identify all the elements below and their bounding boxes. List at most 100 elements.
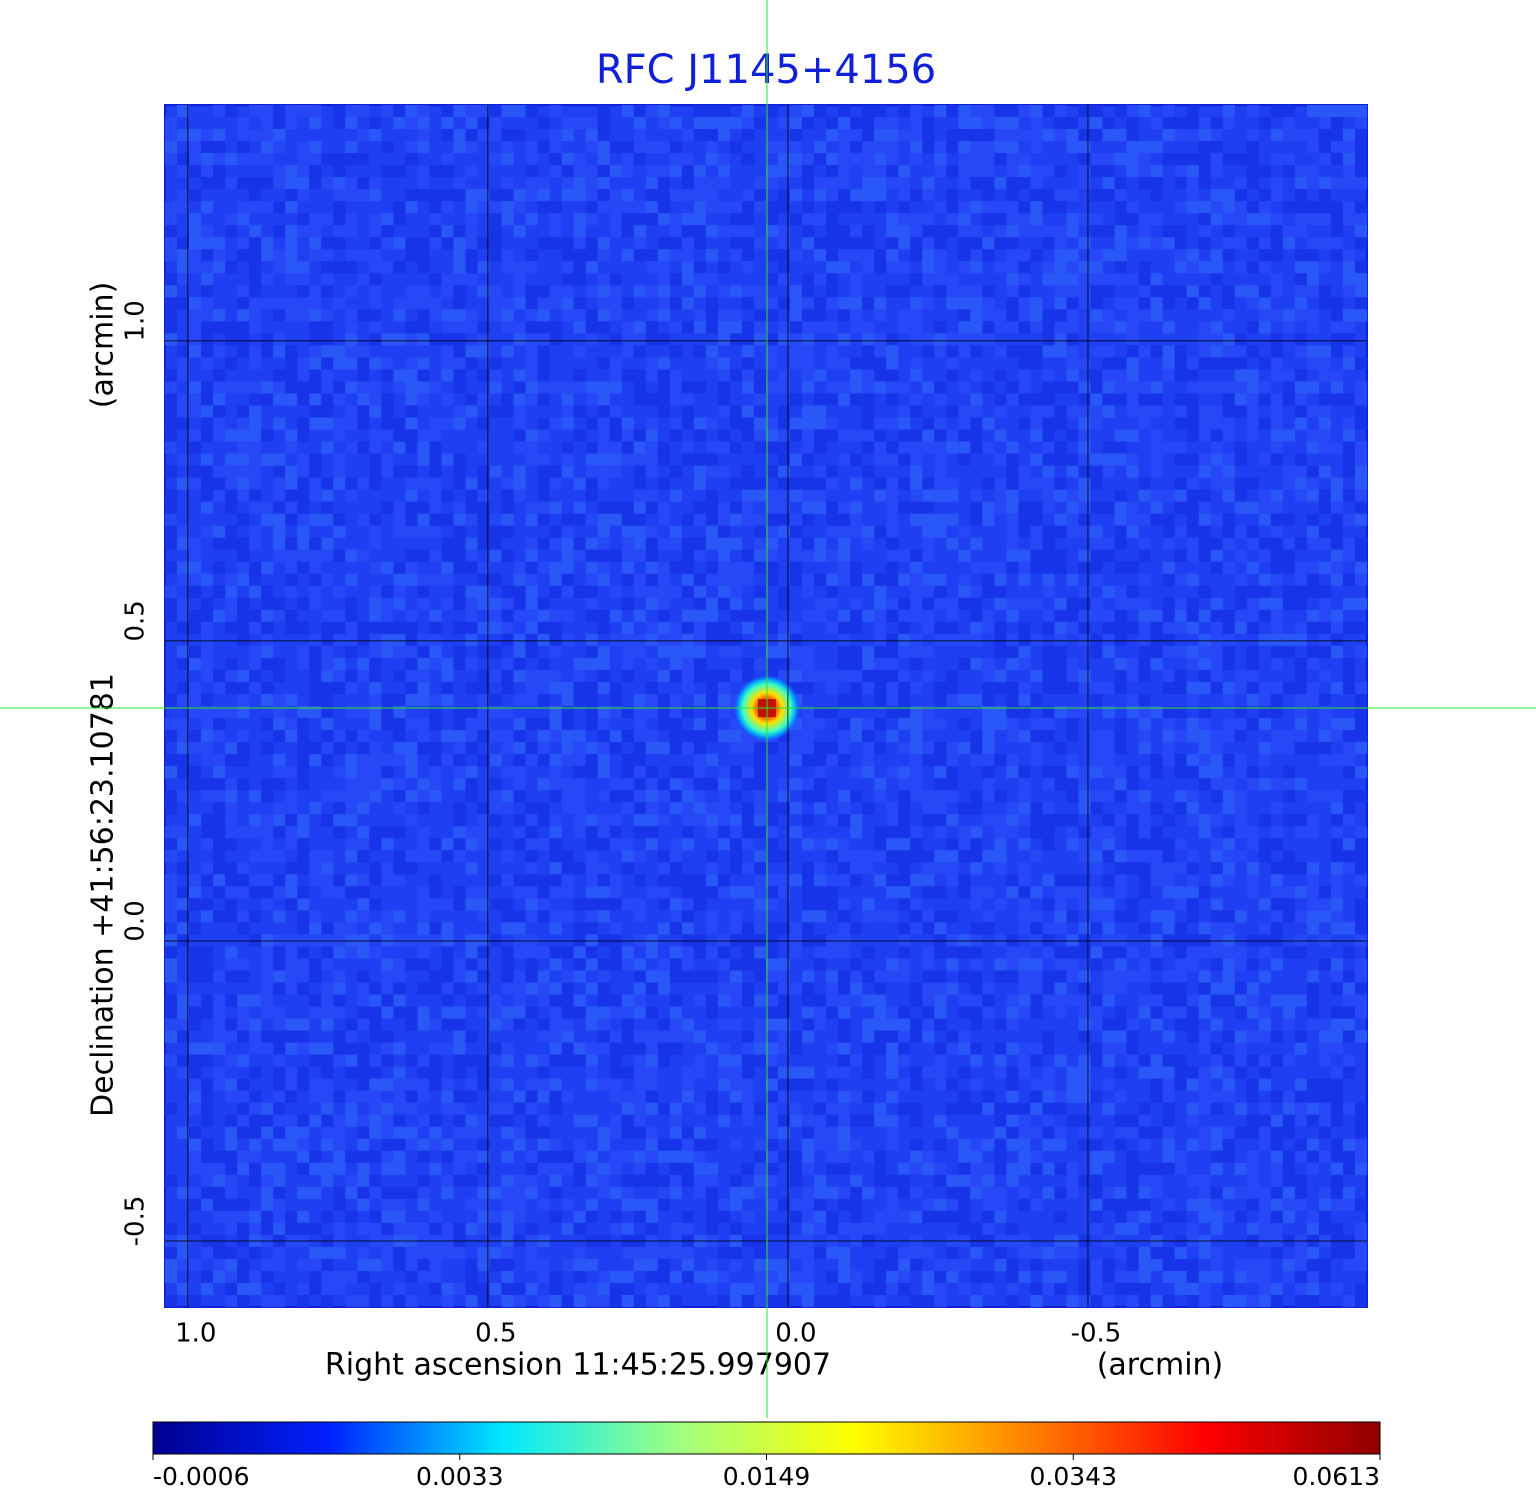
image-pixel [898, 165, 911, 178]
image-pixel [297, 766, 310, 779]
image-pixel [826, 189, 839, 202]
image-pixel [177, 693, 190, 707]
image-pixel [201, 405, 214, 418]
image-pixel [970, 754, 983, 767]
image-pixel [645, 213, 658, 226]
image-pixel [177, 105, 190, 118]
image-pixel [633, 285, 646, 298]
image-pixel [525, 177, 538, 190]
image-pixel [309, 393, 322, 406]
image-pixel [1066, 910, 1079, 923]
image-pixel [1258, 573, 1271, 586]
image-pixel [1102, 285, 1115, 298]
image-pixel [321, 958, 334, 971]
image-pixel [838, 982, 851, 995]
image-pixel [970, 165, 983, 178]
image-pixel [1018, 129, 1031, 142]
image-pixel [1354, 706, 1368, 719]
image-pixel [537, 886, 550, 899]
image-pixel [729, 441, 743, 454]
image-pixel [645, 465, 658, 478]
image-pixel [1126, 669, 1139, 683]
image-pixel [213, 1006, 226, 1019]
image-pixel [1018, 693, 1031, 707]
image-pixel [982, 129, 995, 142]
image-pixel [489, 129, 502, 142]
image-pixel [1066, 297, 1079, 310]
image-pixel [417, 237, 430, 250]
image-pixel [1270, 525, 1283, 538]
image-pixel [633, 850, 646, 863]
image-pixel [1030, 1006, 1043, 1019]
image-pixel [645, 393, 658, 406]
image-pixel [922, 922, 935, 935]
image-pixel [982, 141, 995, 154]
image-pixel [1258, 249, 1271, 262]
image-pixel [465, 129, 478, 142]
image-pixel [934, 850, 947, 863]
image-pixel [429, 429, 442, 442]
image-pixel [189, 681, 202, 695]
image-pixel [850, 681, 863, 695]
image-pixel [177, 730, 190, 743]
image-pixel [429, 766, 442, 779]
image-pixel [657, 862, 670, 875]
image-pixel [261, 633, 274, 646]
image-pixel [561, 609, 574, 622]
image-pixel [874, 105, 887, 118]
image-pixel [729, 561, 743, 574]
image-pixel [1234, 766, 1247, 779]
image-pixel [922, 297, 935, 310]
image-pixel [778, 633, 791, 646]
image-pixel [453, 778, 466, 791]
image-pixel [1066, 934, 1079, 947]
image-pixel [465, 213, 478, 226]
image-pixel [453, 189, 466, 202]
image-pixel [1042, 429, 1055, 442]
image-pixel [645, 886, 658, 899]
image-pixel [753, 898, 767, 911]
image-pixel [573, 742, 586, 755]
image-pixel [525, 285, 538, 298]
image-pixel [573, 790, 586, 803]
image-pixel [874, 369, 887, 382]
image-pixel [201, 994, 214, 1007]
image-pixel [886, 177, 899, 190]
image-pixel [189, 814, 202, 827]
image-pixel [1354, 994, 1368, 1007]
image-pixel [1078, 585, 1091, 598]
image-pixel [1078, 405, 1091, 418]
image-pixel [1066, 778, 1079, 791]
image-pixel [705, 693, 718, 707]
image-pixel [1330, 573, 1344, 586]
image-pixel [465, 766, 478, 779]
image-pixel [1162, 609, 1175, 622]
image-pixel [597, 429, 610, 442]
image-pixel [994, 898, 1007, 911]
image-pixel [1222, 826, 1235, 839]
image-pixel [549, 501, 562, 514]
image-pixel [994, 201, 1007, 214]
image-pixel [1294, 946, 1307, 959]
image-pixel [910, 141, 923, 154]
image-pixel [1270, 681, 1283, 695]
image-pixel [1294, 489, 1307, 502]
image-pixel [753, 922, 767, 935]
image-pixel [862, 225, 875, 238]
image-pixel [838, 645, 851, 658]
image-pixel [862, 669, 875, 683]
image-pixel [225, 910, 238, 923]
image-pixel [741, 573, 755, 586]
image-pixel [1294, 669, 1307, 683]
image-pixel [357, 273, 370, 286]
image-pixel [513, 910, 526, 923]
image-pixel [886, 501, 899, 514]
image-pixel [285, 273, 298, 286]
image-pixel [225, 898, 238, 911]
image-pixel [934, 333, 947, 346]
image-pixel [814, 838, 827, 851]
image-pixel [1078, 549, 1091, 562]
image-pixel [525, 982, 538, 995]
image-pixel [165, 129, 178, 142]
image-pixel [1006, 766, 1019, 779]
